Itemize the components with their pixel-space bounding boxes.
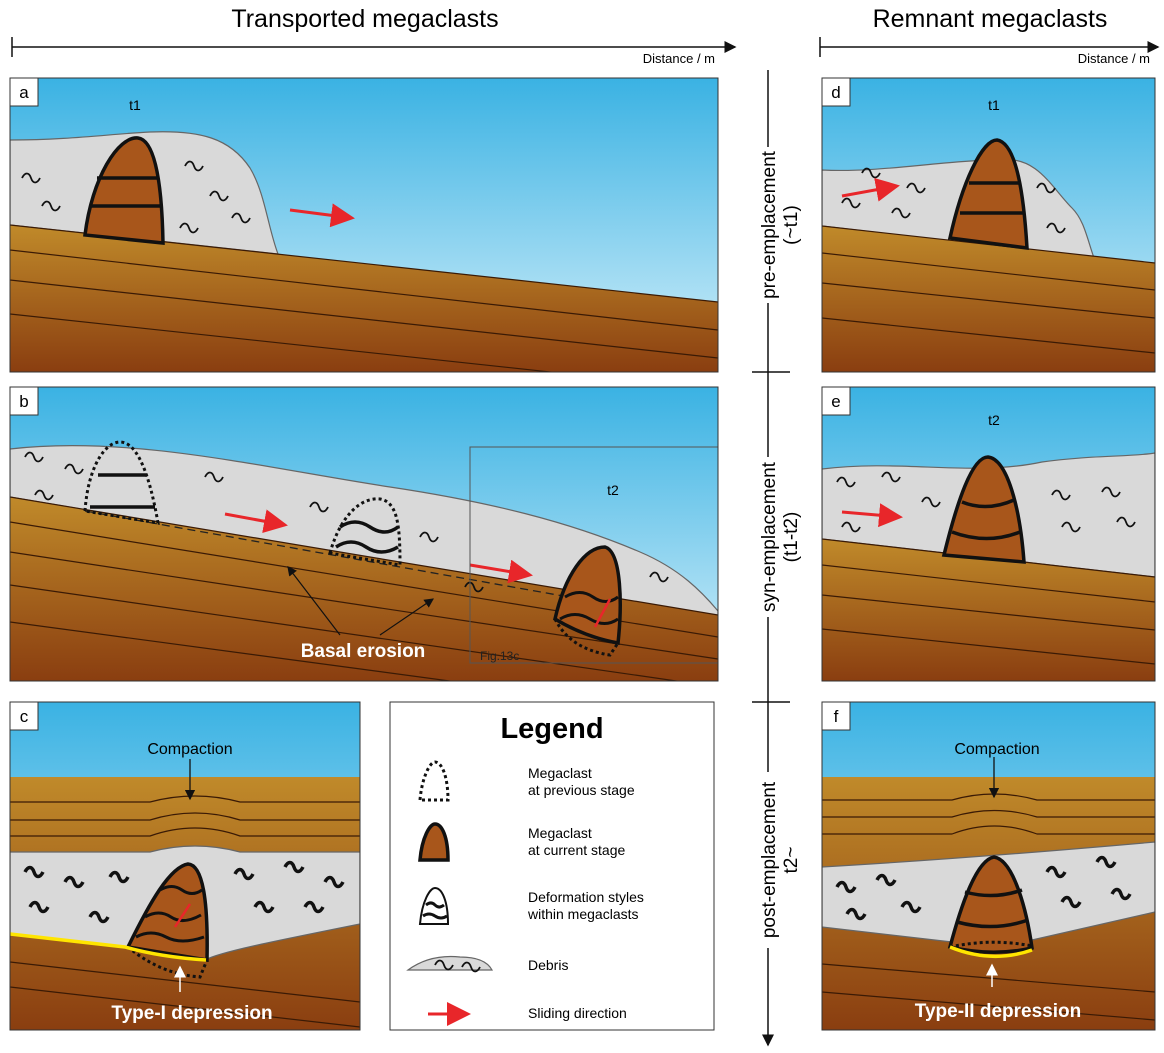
axis-label: Distance / m: [1078, 51, 1150, 66]
deformation-stripe: [956, 888, 1029, 929]
sliding-arrow: [469, 559, 533, 584]
panel-a: a t1: [9, 77, 719, 373]
label-backdrop: [755, 457, 801, 617]
stage-label: pre-emplacement (~t1): [755, 147, 802, 303]
legend-label: within megaclasts: [527, 906, 639, 922]
legend-label: Debris: [528, 957, 568, 973]
strata: [10, 225, 718, 372]
sliding-arrow: [224, 509, 288, 534]
depression-surface: [10, 932, 207, 962]
legend-label: Megaclast: [528, 765, 592, 781]
erosion-line: [84, 510, 581, 600]
panel-letter: a: [19, 83, 29, 102]
megaclast: [83, 136, 165, 245]
stage-time: (~t1): [781, 205, 802, 245]
panel-letter: d: [831, 83, 840, 102]
reference-frame: [469, 446, 718, 664]
stage-label: syn-emplacement (t1-t2): [755, 457, 802, 617]
legend-icon: [418, 822, 450, 862]
panel-f: f Compaction Type-II depression: [821, 701, 1156, 1031]
header-title: Remnant megaclasts: [873, 5, 1108, 33]
depression-surface: [949, 945, 1033, 958]
panel-c: c Compaction Type-I depression: [9, 701, 361, 1031]
debris: [10, 445, 718, 618]
stage-time: t2~: [781, 847, 802, 874]
stage-name: pre-emplacement: [759, 150, 780, 299]
legend-label: at previous stage: [528, 782, 635, 798]
pointer: [287, 566, 341, 636]
deformation-fold: [135, 885, 205, 943]
panel-b: b t2 Basal erosion Fig.13c: [9, 386, 719, 682]
panel-border: [821, 77, 1156, 373]
legend-label: Deformation styles: [528, 889, 644, 905]
label-backdrop: [755, 147, 801, 303]
fault: [173, 903, 192, 928]
panel-tag: [821, 701, 851, 731]
stage-name: syn-emplacement: [759, 461, 780, 612]
header-title: Transported megaclasts: [231, 5, 498, 33]
legend-title: Legend: [500, 713, 603, 745]
legend-box: [389, 701, 715, 1031]
process-label: Compaction: [147, 741, 232, 758]
panel-border: [9, 77, 719, 373]
panel-letter: b: [19, 392, 28, 411]
legend-icon: [418, 760, 450, 802]
stage-label: post-emplacement t2~: [755, 772, 802, 948]
sliding-arrow: [841, 503, 903, 528]
layers: [822, 225, 1155, 354]
panel-tag: [821, 77, 851, 107]
label-backdrop: [755, 772, 801, 948]
sliding-arrow: [841, 177, 900, 202]
sliding-arrow: [289, 203, 355, 228]
panel-d: d t1: [821, 77, 1156, 373]
panel-tag: [821, 386, 851, 416]
panel-border: [821, 701, 1156, 1031]
legend-label: Megaclast: [528, 825, 592, 841]
stage-time: (t1-t2): [781, 512, 802, 563]
panel-border: [821, 386, 1156, 682]
panel-letter: e: [831, 392, 840, 411]
panel-border: [9, 386, 719, 682]
deformation-stripe: [951, 498, 1021, 541]
stage-name: post-emplacement: [759, 781, 780, 938]
legend-label: at current stage: [528, 842, 625, 858]
panel-tag: [9, 701, 39, 731]
legend-text: Megaclast at previous stage Megaclast at c…: [527, 765, 644, 1021]
result-label: Type-II depression: [915, 1001, 1081, 1022]
fault: [593, 598, 612, 628]
strata: [10, 497, 718, 681]
result-label: Type-I depression: [111, 1003, 272, 1024]
deformation-fold: [559, 591, 619, 625]
time-label: t2: [988, 412, 1000, 428]
time-label: t1: [129, 97, 141, 113]
process-label: Compaction: [954, 741, 1039, 758]
reference-label: Fig.13c: [480, 649, 519, 663]
pointer: [379, 598, 434, 636]
panel-e: e t2: [821, 386, 1156, 682]
time-label: t2: [607, 482, 619, 498]
panel-tag: [9, 386, 39, 416]
eroded-base: [553, 618, 620, 657]
previous-megaclast: [83, 440, 160, 525]
time-label: t1: [988, 97, 1000, 113]
panel-tag: [9, 77, 39, 107]
legend: Legend Megaclast at previous stage Megacl…: [389, 701, 715, 1031]
annotation: Basal erosion: [301, 641, 426, 662]
panel-letter: f: [834, 707, 839, 726]
legend-label: Sliding direction: [528, 1005, 627, 1021]
megaclast: [947, 855, 1034, 954]
axis-label: Distance / m: [643, 51, 715, 66]
panel-letter: c: [20, 707, 29, 726]
legend-icon: [422, 901, 448, 920]
megaclast: [125, 862, 209, 963]
deformation-fold: [335, 520, 400, 554]
panel-border: [9, 701, 361, 1031]
previous-base: [949, 940, 1033, 949]
previous-base: [127, 945, 209, 979]
